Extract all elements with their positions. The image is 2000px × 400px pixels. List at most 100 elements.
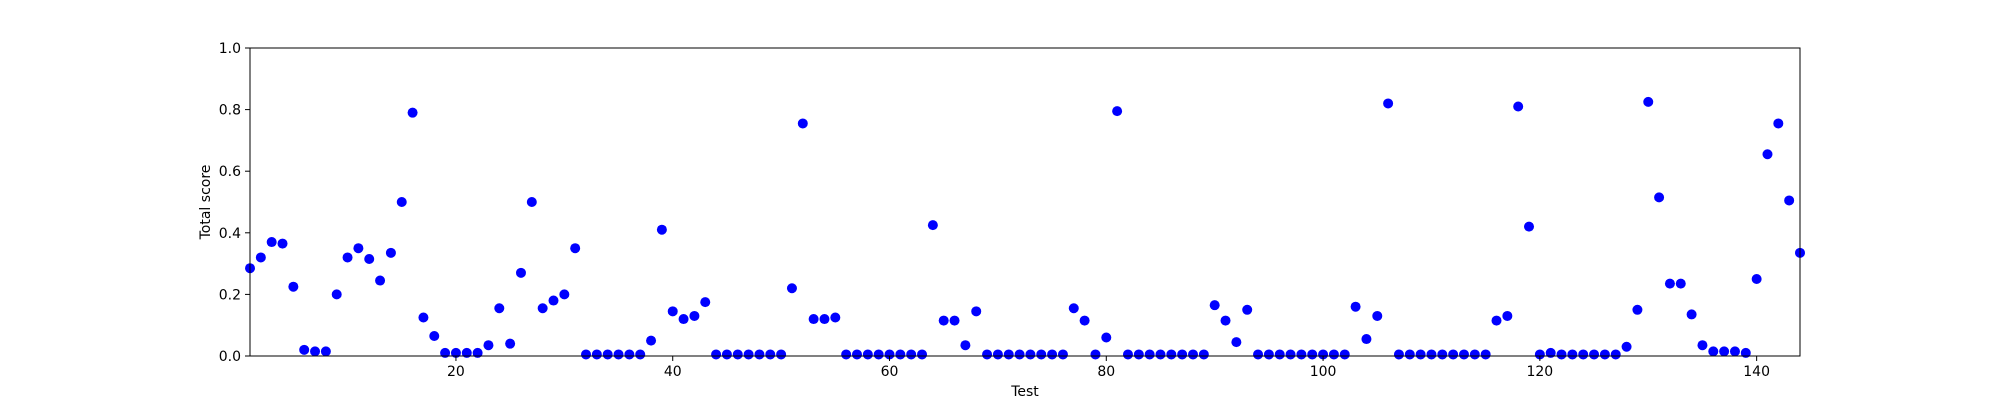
data-point xyxy=(808,314,819,325)
data-point xyxy=(1285,349,1296,360)
data-point xyxy=(1762,149,1773,160)
data-point xyxy=(830,312,841,323)
data-point xyxy=(1220,315,1231,326)
data-point xyxy=(461,347,472,358)
data-point xyxy=(1751,274,1762,284)
data-point xyxy=(1491,315,1502,326)
data-point xyxy=(1437,349,1448,360)
data-point xyxy=(906,349,917,360)
data-point xyxy=(1719,346,1730,357)
data-point xyxy=(1144,349,1155,360)
data-point xyxy=(1209,300,1220,311)
x-axis-ticks: 20 40 60 80 100 120 140 xyxy=(447,356,1770,380)
data-point xyxy=(1383,98,1394,109)
data-point xyxy=(494,303,505,314)
data-point xyxy=(342,252,353,263)
data-point xyxy=(1090,349,1101,360)
data-point xyxy=(678,314,689,325)
data-point xyxy=(1469,349,1480,360)
data-point xyxy=(1079,315,1090,326)
data-point xyxy=(1664,278,1675,289)
data-point xyxy=(656,224,667,235)
data-point xyxy=(526,197,537,207)
data-point xyxy=(537,303,548,314)
data-point xyxy=(1708,346,1719,357)
data-point xyxy=(1589,349,1600,360)
data-point xyxy=(646,335,657,346)
data-point xyxy=(1415,349,1426,360)
data-point xyxy=(331,289,342,300)
data-point xyxy=(711,349,722,360)
data-point xyxy=(862,349,873,360)
data-point xyxy=(743,349,754,360)
x-tick-label: 60 xyxy=(881,364,899,380)
data-point xyxy=(841,349,852,360)
plot-frame xyxy=(249,47,1801,357)
data-point xyxy=(1198,349,1209,360)
data-point xyxy=(320,346,331,357)
data-point xyxy=(1632,304,1643,315)
data-point xyxy=(917,349,928,360)
data-point xyxy=(570,243,581,254)
data-point xyxy=(288,281,299,292)
data-points xyxy=(245,96,1805,360)
data-point xyxy=(1697,340,1708,351)
data-point xyxy=(1307,349,1318,360)
data-point xyxy=(266,237,277,248)
data-point xyxy=(1122,349,1133,360)
data-point xyxy=(1025,349,1036,360)
data-point xyxy=(1057,349,1068,360)
data-point xyxy=(1263,349,1274,360)
data-point xyxy=(310,346,321,357)
y-tick-label: 0.2 xyxy=(219,287,241,303)
data-point xyxy=(613,349,624,360)
data-point xyxy=(1599,349,1610,360)
data-point xyxy=(1036,349,1047,360)
data-point xyxy=(1458,349,1469,360)
data-point xyxy=(1502,310,1513,321)
data-point xyxy=(765,349,776,360)
x-tick-label: 100 xyxy=(1310,364,1337,380)
data-point xyxy=(895,349,906,360)
x-tick-label: 80 xyxy=(1097,364,1115,380)
data-point xyxy=(884,349,895,360)
data-point xyxy=(1643,96,1654,107)
data-point xyxy=(1231,337,1242,348)
y-axis-ticks: 0.0 0.2 0.4 0.6 0.8 1.0 xyxy=(219,41,250,365)
data-point xyxy=(1328,349,1339,360)
data-point xyxy=(1621,341,1632,352)
data-point xyxy=(255,252,266,263)
data-point xyxy=(396,197,407,207)
data-point xyxy=(1047,349,1058,360)
data-point xyxy=(786,283,797,294)
data-point xyxy=(440,347,451,358)
data-point xyxy=(982,349,993,360)
y-axis-label: Total score xyxy=(198,165,214,241)
data-point xyxy=(1545,347,1556,358)
data-point xyxy=(819,314,830,325)
x-tick-label: 140 xyxy=(1743,364,1770,380)
data-point xyxy=(385,247,396,258)
data-point xyxy=(1112,106,1123,117)
data-point xyxy=(364,253,375,264)
x-tick-label: 120 xyxy=(1526,364,1553,380)
data-point xyxy=(1274,349,1285,360)
data-point xyxy=(515,267,526,278)
data-point xyxy=(581,349,592,360)
data-point xyxy=(1513,101,1524,112)
data-point xyxy=(591,349,602,360)
data-point xyxy=(1155,349,1166,360)
data-point xyxy=(1393,349,1404,360)
data-point xyxy=(1426,349,1437,360)
data-point xyxy=(299,344,310,355)
y-tick-label: 0.8 xyxy=(219,103,241,119)
data-point xyxy=(797,118,808,129)
data-point xyxy=(1610,349,1621,360)
x-axis-label: Test xyxy=(1010,384,1039,400)
y-tick-label: 0.4 xyxy=(219,226,241,242)
data-point xyxy=(732,349,743,360)
data-point xyxy=(429,330,440,341)
data-point xyxy=(1372,310,1383,321)
data-point xyxy=(721,349,732,360)
